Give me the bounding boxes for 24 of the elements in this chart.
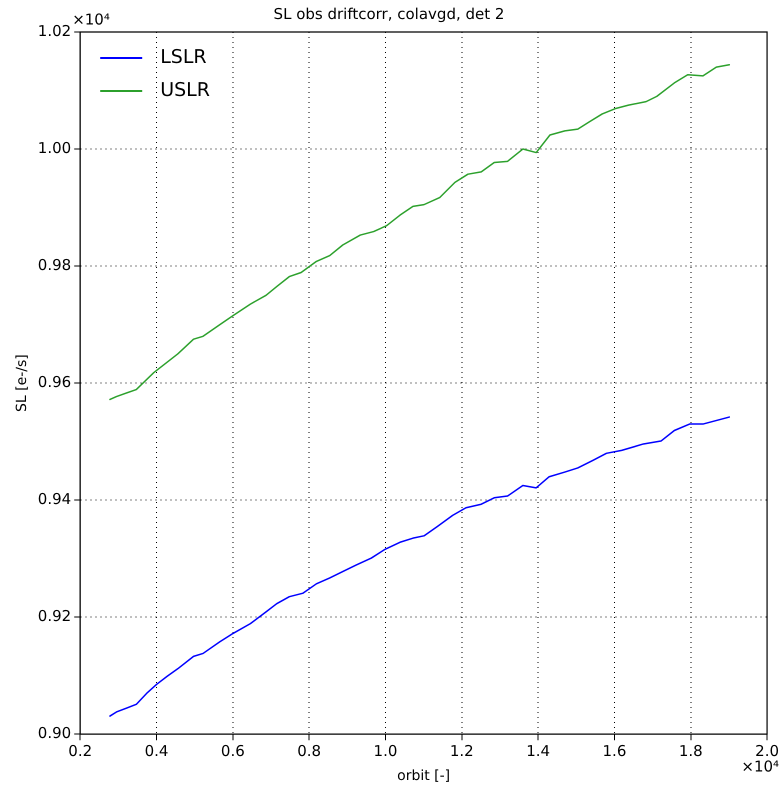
x-axis-title: orbit [-] bbox=[397, 768, 450, 784]
y-tick-label: 0.98 bbox=[38, 256, 72, 274]
legend-label: USLR bbox=[160, 78, 210, 101]
y-tick-label: 0.92 bbox=[38, 607, 72, 626]
x-tick-label: 1.2 bbox=[450, 742, 474, 760]
y-tick-label: 0.96 bbox=[38, 372, 72, 391]
x-tick-label: 1.4 bbox=[526, 742, 550, 760]
y-axis-title: SL [e-/s] bbox=[14, 354, 30, 412]
x-tick-label: 0.8 bbox=[297, 742, 322, 760]
x-tick-label: 0.6 bbox=[220, 742, 245, 760]
y-tick-label: 1.00 bbox=[38, 138, 72, 157]
legend-label: LSLR bbox=[160, 46, 207, 68]
x-tick-label: 0.2 bbox=[68, 742, 92, 760]
x-tick-label: 0.4 bbox=[144, 742, 168, 760]
y-tick-label: 0.90 bbox=[38, 724, 72, 742]
x-tick-label: 1.0 bbox=[374, 742, 398, 760]
y-tick-label: 0.94 bbox=[38, 490, 72, 508]
chart-title: SL obs driftcorr, colavgd, det 2 bbox=[274, 4, 504, 23]
text: ×10⁴ bbox=[72, 10, 110, 28]
x-tick-label: 1.8 bbox=[678, 742, 703, 760]
x-tick-label: 2.0 bbox=[755, 742, 779, 760]
text: ×10⁴ bbox=[741, 758, 780, 776]
x-tick-label: 1.6 bbox=[602, 742, 626, 760]
y-tick-label: 1.02 bbox=[38, 22, 72, 40]
